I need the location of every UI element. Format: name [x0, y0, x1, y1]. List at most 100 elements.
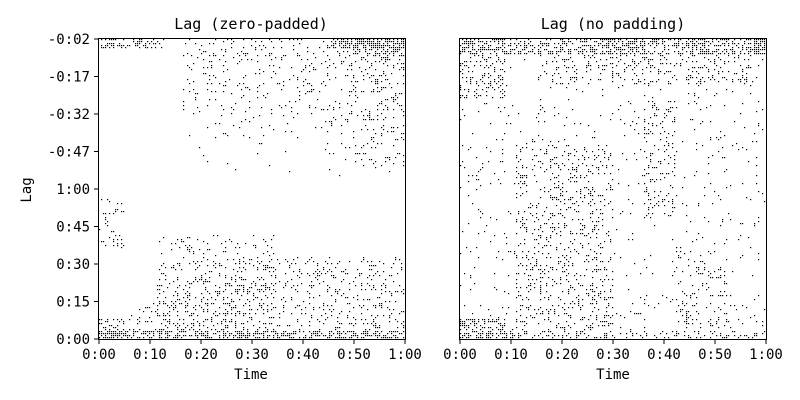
- recurrence-point: [269, 271, 271, 273]
- recurrence-point: [199, 329, 201, 331]
- recurrence-point: [478, 321, 480, 323]
- recurrence-point: [293, 331, 295, 333]
- recurrence-point: [518, 213, 520, 215]
- recurrence-point: [327, 131, 329, 133]
- recurrence-point: [229, 321, 231, 323]
- recurrence-point: [554, 311, 556, 313]
- recurrence-point: [626, 333, 628, 335]
- recurrence-point: [263, 285, 265, 287]
- recurrence-point: [239, 55, 241, 57]
- recurrence-point: [490, 315, 492, 317]
- recurrence-point: [746, 81, 748, 83]
- recurrence-point: [564, 125, 566, 127]
- recurrence-point: [193, 313, 195, 315]
- recurrence-point: [203, 321, 205, 323]
- recurrence-point: [580, 333, 582, 335]
- recurrence-point: [235, 321, 237, 323]
- recurrence-point: [654, 115, 656, 117]
- recurrence-point: [566, 279, 568, 281]
- recurrence-point: [151, 331, 153, 333]
- recurrence-point: [516, 155, 518, 157]
- recurrence-point: [518, 265, 520, 267]
- recurrence-point: [576, 331, 578, 333]
- recurrence-point: [542, 231, 544, 233]
- recurrence-point: [682, 309, 684, 311]
- recurrence-point: [678, 53, 680, 55]
- recurrence-point: [724, 53, 726, 55]
- recurrence-point: [239, 263, 241, 265]
- recurrence-point: [237, 271, 239, 273]
- recurrence-point: [145, 321, 147, 323]
- recurrence-point: [492, 335, 494, 337]
- recurrence-point: [524, 227, 526, 229]
- recurrence-point: [331, 335, 333, 337]
- recurrence-point: [538, 219, 540, 221]
- recurrence-point: [486, 333, 488, 335]
- recurrence-point: [339, 289, 341, 291]
- recurrence-point: [604, 173, 606, 175]
- recurrence-point: [101, 323, 103, 325]
- recurrence-point: [161, 265, 163, 267]
- recurrence-point: [582, 233, 584, 235]
- recurrence-point: [650, 41, 652, 43]
- recurrence-point: [598, 195, 600, 197]
- recurrence-point: [570, 181, 572, 183]
- recurrence-point: [349, 331, 351, 333]
- recurrence-point: [315, 271, 317, 273]
- recurrence-point: [468, 51, 470, 53]
- x-tick-label: 1:00: [749, 347, 783, 363]
- recurrence-point: [674, 131, 676, 133]
- recurrence-point: [700, 109, 702, 111]
- recurrence-point: [608, 53, 610, 55]
- recurrence-point: [149, 307, 151, 309]
- recurrence-point: [576, 273, 578, 275]
- recurrence-point: [209, 271, 211, 273]
- recurrence-point: [393, 43, 395, 45]
- recurrence-point: [317, 269, 319, 271]
- recurrence-point: [133, 335, 135, 337]
- recurrence-point: [249, 291, 251, 293]
- recurrence-point: [718, 295, 720, 297]
- recurrence-point: [640, 81, 642, 83]
- recurrence-point: [375, 325, 377, 327]
- recurrence-point: [570, 241, 572, 243]
- recurrence-point: [626, 53, 628, 55]
- recurrence-point: [554, 227, 556, 229]
- recurrence-point: [375, 79, 377, 81]
- recurrence-point: [522, 321, 524, 323]
- recurrence-point: [528, 39, 530, 41]
- recurrence-point: [698, 289, 700, 291]
- recurrence-point: [245, 337, 247, 339]
- recurrence-point: [620, 49, 622, 51]
- recurrence-point: [201, 279, 203, 281]
- recurrence-point: [403, 133, 405, 135]
- recurrence-point: [692, 49, 694, 51]
- recurrence-point: [668, 53, 670, 55]
- recurrence-point: [612, 45, 614, 47]
- recurrence-point: [494, 235, 496, 237]
- recurrence-point: [261, 333, 263, 335]
- recurrence-point: [676, 247, 678, 249]
- recurrence-point: [504, 71, 506, 73]
- recurrence-point: [391, 333, 393, 335]
- recurrence-point: [279, 83, 281, 85]
- recurrence-point: [357, 115, 359, 117]
- recurrence-point: [652, 39, 654, 41]
- recurrence-point: [540, 225, 542, 227]
- recurrence-point: [307, 83, 309, 85]
- recurrence-point: [566, 269, 568, 271]
- recurrence-point: [253, 299, 255, 301]
- recurrence-point: [608, 41, 610, 43]
- recurrence-point: [744, 53, 746, 55]
- recurrence-point: [688, 69, 690, 71]
- recurrence-point: [476, 327, 478, 329]
- recurrence-point: [470, 61, 472, 63]
- recurrence-point: [758, 51, 760, 53]
- recurrence-point: [626, 45, 628, 47]
- recurrence-point: [602, 281, 604, 283]
- recurrence-point: [550, 165, 552, 167]
- recurrence-point: [327, 337, 329, 339]
- recurrence-point: [397, 139, 399, 141]
- recurrence-point: [732, 145, 734, 147]
- recurrence-point: [636, 333, 638, 335]
